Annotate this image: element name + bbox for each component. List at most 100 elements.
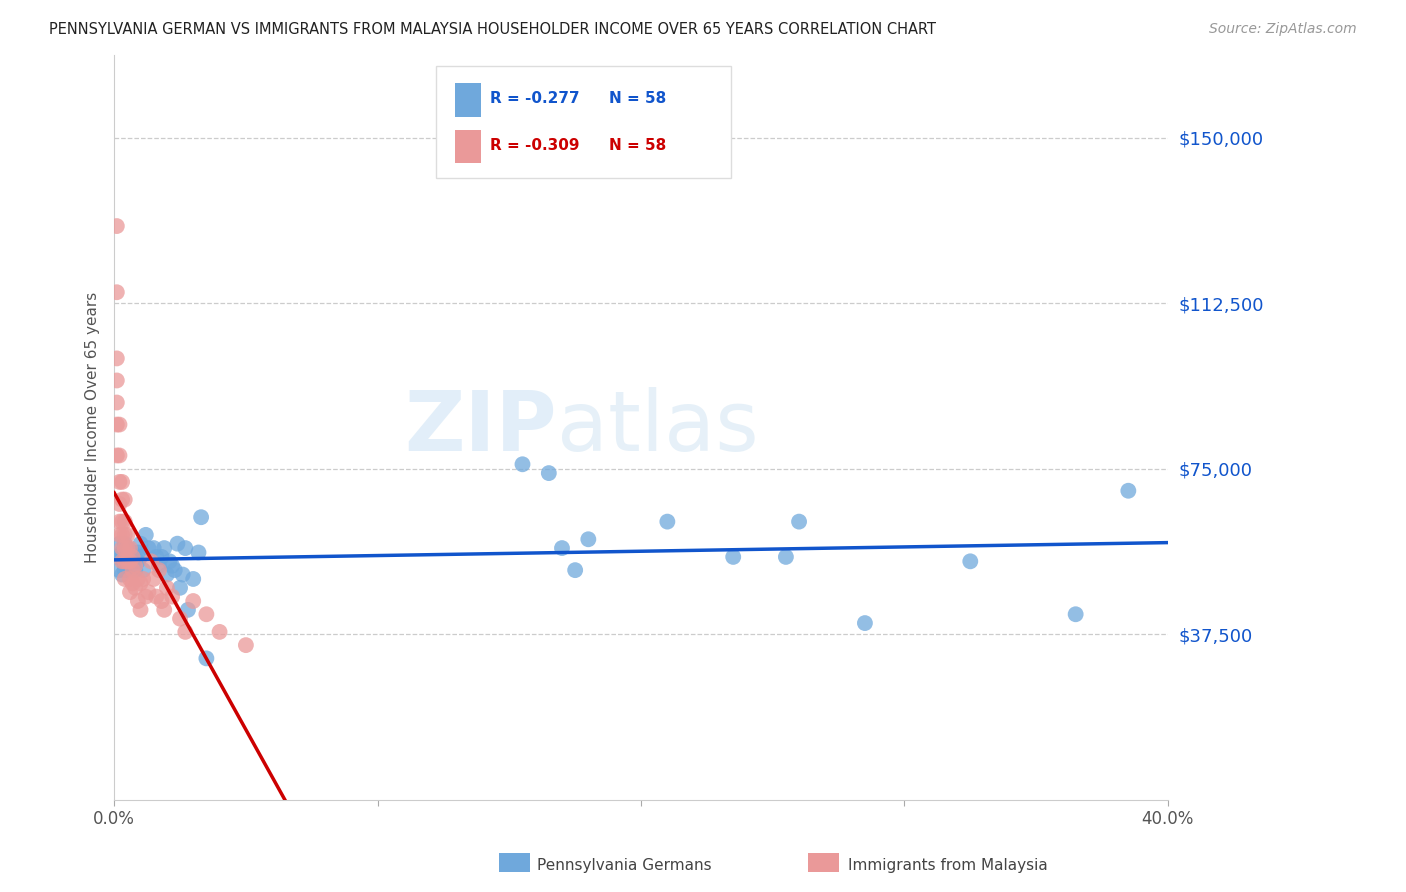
Point [153,603,176,617]
Text: Pennsylvania Germans: Pennsylvania Germans [537,858,711,872]
Point [114,492,136,507]
Point [235,638,257,652]
Point [105,395,128,409]
Point [156,567,179,582]
Point [127,594,149,608]
Point [208,624,231,639]
Point [153,541,176,555]
Text: Source: ZipAtlas.com: Source: ZipAtlas.com [1209,22,1357,37]
Point [121,549,143,564]
Point [145,590,167,604]
Point [118,585,141,599]
Point [1064,607,1087,622]
Point [111,549,134,564]
Point [142,572,165,586]
Point [121,563,143,577]
Point [111,554,134,568]
Point [163,563,186,577]
Point [142,541,165,555]
Point [129,603,152,617]
Point [105,219,128,233]
Point [156,581,179,595]
Point [118,554,141,568]
Point [105,351,128,366]
Point [105,374,128,388]
Point [124,563,146,577]
Point [181,594,204,608]
Point [108,528,131,542]
Point [108,449,131,463]
Point [657,515,679,529]
Point [132,563,155,577]
Point [150,594,173,608]
Point [111,492,134,507]
Point [117,549,139,564]
Point [114,528,136,542]
Point [576,533,599,547]
Point [111,475,134,489]
Point [148,563,170,577]
Text: ZIP: ZIP [405,387,557,467]
Point [105,417,128,432]
Point [117,554,139,568]
Point [853,616,876,631]
Point [117,558,139,573]
Text: R = -0.309: R = -0.309 [491,138,579,153]
Text: N = 58: N = 58 [609,138,666,153]
Point [114,537,136,551]
Point [177,603,200,617]
Point [114,515,136,529]
Text: N = 58: N = 58 [609,91,666,106]
Point [114,554,136,568]
Point [117,528,139,542]
Point [174,624,197,639]
Point [108,475,131,489]
Point [121,545,143,559]
Point [537,466,560,480]
Point [108,563,131,577]
Point [114,572,136,586]
Point [148,558,170,573]
Point [108,537,131,551]
Point [166,537,188,551]
Point [108,515,131,529]
Point [1118,483,1140,498]
Point [145,549,167,564]
Point [138,585,160,599]
Point [181,572,204,586]
Point [124,549,146,564]
Y-axis label: Householder Income Over 65 years: Householder Income Over 65 years [86,292,100,563]
Point [118,572,141,586]
Point [121,558,143,573]
Point [105,285,128,300]
Point [127,554,149,568]
Point [150,549,173,564]
Point [160,558,183,573]
Bar [454,129,481,163]
Point [174,541,197,555]
Point [124,581,146,595]
Point [105,549,128,564]
Text: PENNSYLVANIA GERMAN VS IMMIGRANTS FROM MALAYSIA HOUSEHOLDER INCOME OVER 65 YEARS: PENNSYLVANIA GERMAN VS IMMIGRANTS FROM M… [49,22,936,37]
Point [111,515,134,529]
Point [124,558,146,573]
Point [117,541,139,555]
Point [111,567,134,582]
Point [190,510,212,524]
Point [114,558,136,573]
Text: atlas: atlas [557,387,758,467]
Point [139,554,162,568]
Point [159,554,181,568]
Point [111,528,134,542]
Point [551,541,574,555]
Point [114,541,136,555]
Point [169,612,191,626]
Point [160,590,183,604]
Point [195,651,218,665]
Point [129,537,152,551]
Point [135,528,157,542]
Point [787,515,810,529]
Point [111,541,134,555]
Point [118,554,141,568]
Point [564,563,586,577]
